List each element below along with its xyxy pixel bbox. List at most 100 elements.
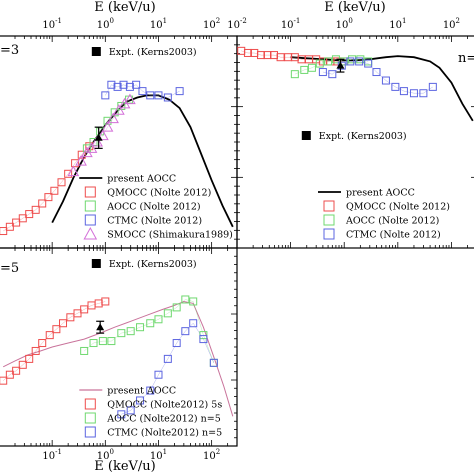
expt-point <box>96 320 105 334</box>
data-point <box>12 366 21 375</box>
legend-item: QMOCC (Nolte 2012) <box>323 200 450 213</box>
data-point <box>12 218 21 227</box>
top-axis-title: E (keV/u) <box>94 0 155 15</box>
legend-label: AOCC (Nolte 2012) <box>106 202 200 213</box>
data-point <box>85 142 98 153</box>
data-point <box>409 89 418 98</box>
legend-swatch <box>84 412 96 424</box>
data-point <box>181 295 190 304</box>
data-point <box>163 354 172 363</box>
series-qmocc-nolte2012-5s <box>0 297 110 385</box>
x-tick-label: 102 <box>203 448 220 462</box>
data-point <box>419 89 428 98</box>
data-point <box>136 323 145 332</box>
data-point <box>172 339 181 348</box>
legend-item: CTMC (Nolte2012) n=5 <box>84 426 222 439</box>
expt-legend-marker <box>301 131 311 140</box>
series-line <box>51 94 234 228</box>
legend-item: present AOCC <box>79 174 176 185</box>
legend-label: CTMC (Nolte 2012) <box>346 230 441 241</box>
panel-label-top-left: =3 <box>0 43 19 58</box>
plot-bottom-left: 10-1 100 101 102 Expt. (Kerns2003) present AO… <box>0 247 238 462</box>
data-point <box>119 80 128 89</box>
data-point <box>318 68 327 77</box>
data-point <box>38 339 47 348</box>
series-smocc-shimakura1989- <box>67 93 136 177</box>
legend-swatch <box>323 200 335 212</box>
data-point <box>107 337 116 346</box>
data-point <box>18 360 27 369</box>
data-point <box>307 63 316 72</box>
legend-item: QMOCC (Nolte2012) 5s <box>84 398 222 411</box>
x-tick-label: 10-1 <box>42 17 62 31</box>
legend-swatch <box>84 186 96 198</box>
data-point <box>91 135 103 147</box>
series-ctmc-nolte-2012- <box>318 57 437 98</box>
legend-label: present AOCC <box>107 386 176 397</box>
data-point <box>243 48 252 57</box>
legend-label: CTMC (Nolte2012) n=5 <box>107 428 222 439</box>
legend-label: AOCC (Nolte 2012) <box>345 216 439 227</box>
data-point <box>52 325 61 334</box>
data-point <box>428 82 437 91</box>
data-point <box>328 70 337 79</box>
panel-label-bottom-left: =5 <box>0 261 19 276</box>
data-point <box>300 65 309 74</box>
expt-legend-label: Expt. (Kerns2003) <box>109 47 197 58</box>
legend-item: QMOCC (Nolte 2012) <box>84 186 211 199</box>
data-point <box>132 80 141 89</box>
data-point <box>57 178 66 187</box>
data-point <box>146 91 155 100</box>
data-point <box>315 59 324 68</box>
data-point <box>381 76 390 85</box>
data-point <box>113 104 125 115</box>
x-tick-label: 100 <box>336 17 353 31</box>
data-point <box>163 93 172 102</box>
plot-top-right: 10-2 10-1 100 101 102 Expt. (Kerns2003) presen… <box>227 17 474 248</box>
data-point <box>356 55 365 64</box>
expt-legend-label: Expt. (Kerns2003) <box>109 259 197 270</box>
x-tick-label: 10-1 <box>42 448 62 462</box>
x-tick-label: 101 <box>150 448 167 462</box>
data-point <box>199 335 208 344</box>
data-point <box>97 129 109 141</box>
legend-item: present AOCC <box>79 386 176 397</box>
legend-swatch <box>83 226 98 240</box>
data-point <box>117 410 126 419</box>
series-ctmc-nolte-2012- <box>101 80 184 102</box>
data-point <box>0 227 8 236</box>
legend-label: QMOCC (Nolte 2012) <box>107 188 211 199</box>
legend-label: SMOCC (Shimakura1989) <box>107 230 233 241</box>
legend-label: present AOCC <box>107 174 176 185</box>
legend-swatch <box>323 214 335 226</box>
x-tick-label: 101 <box>150 17 167 31</box>
data-point <box>364 59 373 68</box>
data-point <box>80 346 89 355</box>
data-point <box>324 57 333 66</box>
data-point <box>107 112 119 124</box>
expt-legend-label: Expt. (Kerns2003) <box>319 131 407 142</box>
data-point <box>189 319 198 328</box>
data-point <box>101 91 110 100</box>
data-point <box>154 315 163 324</box>
legend-swatch <box>84 398 96 410</box>
series-connector <box>86 99 130 149</box>
legend-item: SMOCC (Shimakura1989) <box>83 226 233 241</box>
x-tick-label: 10-2 <box>227 17 247 31</box>
x-tick-label: 100 <box>97 448 114 462</box>
data-point <box>146 319 155 328</box>
data-point <box>25 354 34 363</box>
panel-label-top-right: n= <box>458 51 474 66</box>
x-tick-label: 100 <box>97 17 114 31</box>
series-line <box>290 55 474 122</box>
data-point <box>101 297 110 306</box>
data-point <box>175 87 184 96</box>
plot-top-left: 10-1 100 101 102 Expt. (Kerns2003) present AO… <box>0 17 238 248</box>
data-point <box>346 57 355 66</box>
data-point <box>25 210 34 219</box>
data-point <box>98 337 107 346</box>
data-point <box>71 159 80 168</box>
legend-item: present AOCC <box>318 188 415 199</box>
data-point <box>146 386 155 395</box>
